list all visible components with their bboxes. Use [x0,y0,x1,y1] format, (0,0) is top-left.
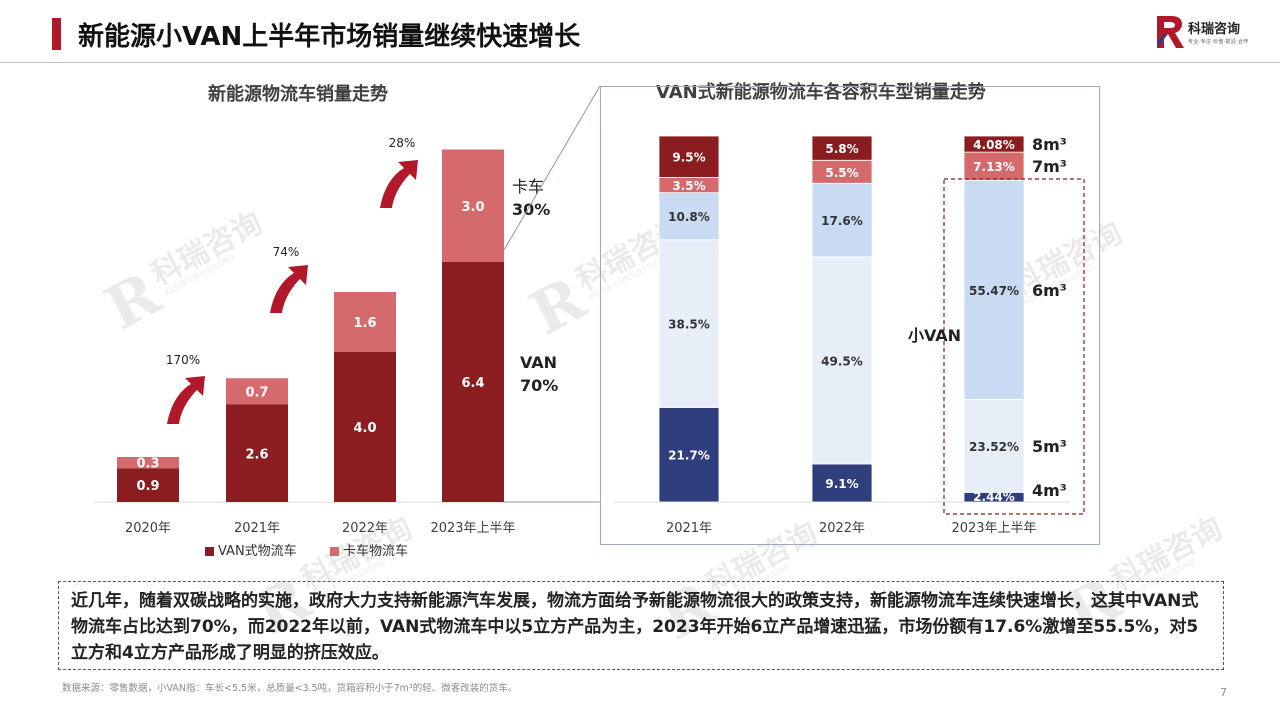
bar-van [117,468,179,502]
volume-legend-label: 5m³ [1032,437,1067,456]
bar-segment-8m3 [963,135,1025,153]
bar-segment-label: 2.44% [973,490,1015,504]
x-tick-label: 2022年 [342,521,388,536]
bar-segment-label: 38.5% [668,318,710,332]
growth-arrow-icon [380,160,418,208]
logo-subtitle: 专业·专注·价值·前沿·合作 [1188,39,1249,45]
truck-share-name: 卡车 [512,177,544,196]
bar-segment-label: 55.47% [969,284,1019,298]
growth-label: 74% [273,245,300,259]
bar-segment-8m3 [658,135,720,178]
zoom-connector-line [503,85,601,251]
bar-segment-label: 7.13% [973,160,1015,174]
title-accent-bar [52,18,61,50]
bar-segment-label: 17.6% [821,214,863,228]
slide-title: 新能源小VAN上半年市场销量继续快速增长 [78,22,581,52]
bar-segment-6m3 [963,179,1025,400]
bar-truck-label: 0.3 [136,457,159,472]
x-tick-label: 2022年 [819,521,865,536]
bar-van-label: 4.0 [353,421,376,436]
legend-van-label: VAN式物流车 [218,544,297,559]
bar-segment-label: 23.52% [969,440,1019,454]
bar-segment-8m3 [811,135,873,161]
right-chart-title: VAN式新能源物流车各容积车型销量走势 [650,78,992,104]
bar-segment-4m3 [658,407,720,503]
logo-mark-icon [1157,16,1184,48]
bar-truck-label: 1.6 [353,316,376,331]
bar-van [442,262,504,502]
bar-segment-label: 5.8% [825,142,858,156]
bar-van-label: 0.9 [136,479,159,494]
bar-segment-6m3 [811,182,873,258]
growth-label: 28% [389,136,416,150]
bar-segment-label: 9.1% [825,477,858,491]
company-logo: 科瑞咨询 专业·专注·价值·前沿·合作 [1154,14,1266,54]
summary-box: 近几年，随着双碳战略的实施，政府大力支持新能源汽车发展，物流方面给予新能源物流很… [58,581,1224,670]
page-number: 7 [1220,686,1227,699]
bar-segment-7m3 [963,151,1025,181]
bar-van-label: 2.6 [245,447,268,462]
bar-truck-label: 0.7 [245,385,268,400]
volume-legend-label: 6m³ [1032,281,1067,300]
volume-legend-label: 8m³ [1032,135,1067,154]
bar-van [334,352,396,502]
bar-truck [442,149,504,262]
bar-truck [334,292,396,352]
bar-segment-5m3 [658,239,720,408]
legend-truck-label: 卡车物流车 [343,544,409,559]
bar-segment-label: 4.08% [973,138,1015,152]
bar-segment-label: 10.8% [668,210,710,224]
growth-arrow-icon [270,265,308,313]
growth-arrow-icon [167,376,205,424]
logo-name: 科瑞咨询 [1188,22,1241,37]
x-tick-label: 2021年 [234,521,280,536]
legend-truck: 卡车物流车 [330,540,408,559]
bar-segment-label: 9.5% [672,151,705,165]
bar-segment-5m3 [963,399,1025,493]
small-van-highlight-box [943,178,1085,515]
header-divider [0,62,1280,63]
van-share-name: VAN [520,353,557,372]
bar-segment-label: 3.5% [672,179,705,193]
legend-truck-swatch [330,547,339,556]
bar-segment-label: 21.7% [668,449,710,463]
bar-van [226,404,288,502]
bar-truck [226,378,288,405]
bar-van-label: 6.4 [461,376,484,391]
summary-text: 近几年，随着双碳战略的实施，政府大力支持新能源汽车发展，物流方面给予新能源物流很… [71,591,1199,663]
bar-segment-4m3 [811,463,873,503]
left-chart-title: 新能源物流车销量走势 [208,84,388,105]
bar-truck-label: 3.0 [461,200,484,215]
bar-segment-label: 5.5% [825,166,858,180]
x-tick-label: 2021年 [666,521,712,536]
legend-van-swatch [205,547,214,556]
small-van-label: 小VAN [908,326,961,345]
data-source-footnote: 数据来源：零售数据，小VAN指：车长<5.5米，总质量<3.5吨，货箱容积小于7… [62,683,518,694]
bar-truck [117,457,179,469]
x-tick-label: 2020年 [125,521,171,536]
van-share-value: 70% [520,376,558,395]
right-chart-panel [600,86,1100,545]
bar-segment-5m3 [811,256,873,465]
legend-van: VAN式物流车 [205,540,297,559]
growth-label: 170% [166,353,200,367]
x-tick-label: 2023年上半年 [951,521,1036,536]
x-tick-label: 2023年上半年 [430,521,515,536]
bar-segment-label: 49.5% [821,354,863,368]
truck-share-value: 30% [512,200,550,219]
volume-legend-label: 7m³ [1032,157,1067,176]
volume-legend-label: 4m³ [1032,481,1067,500]
